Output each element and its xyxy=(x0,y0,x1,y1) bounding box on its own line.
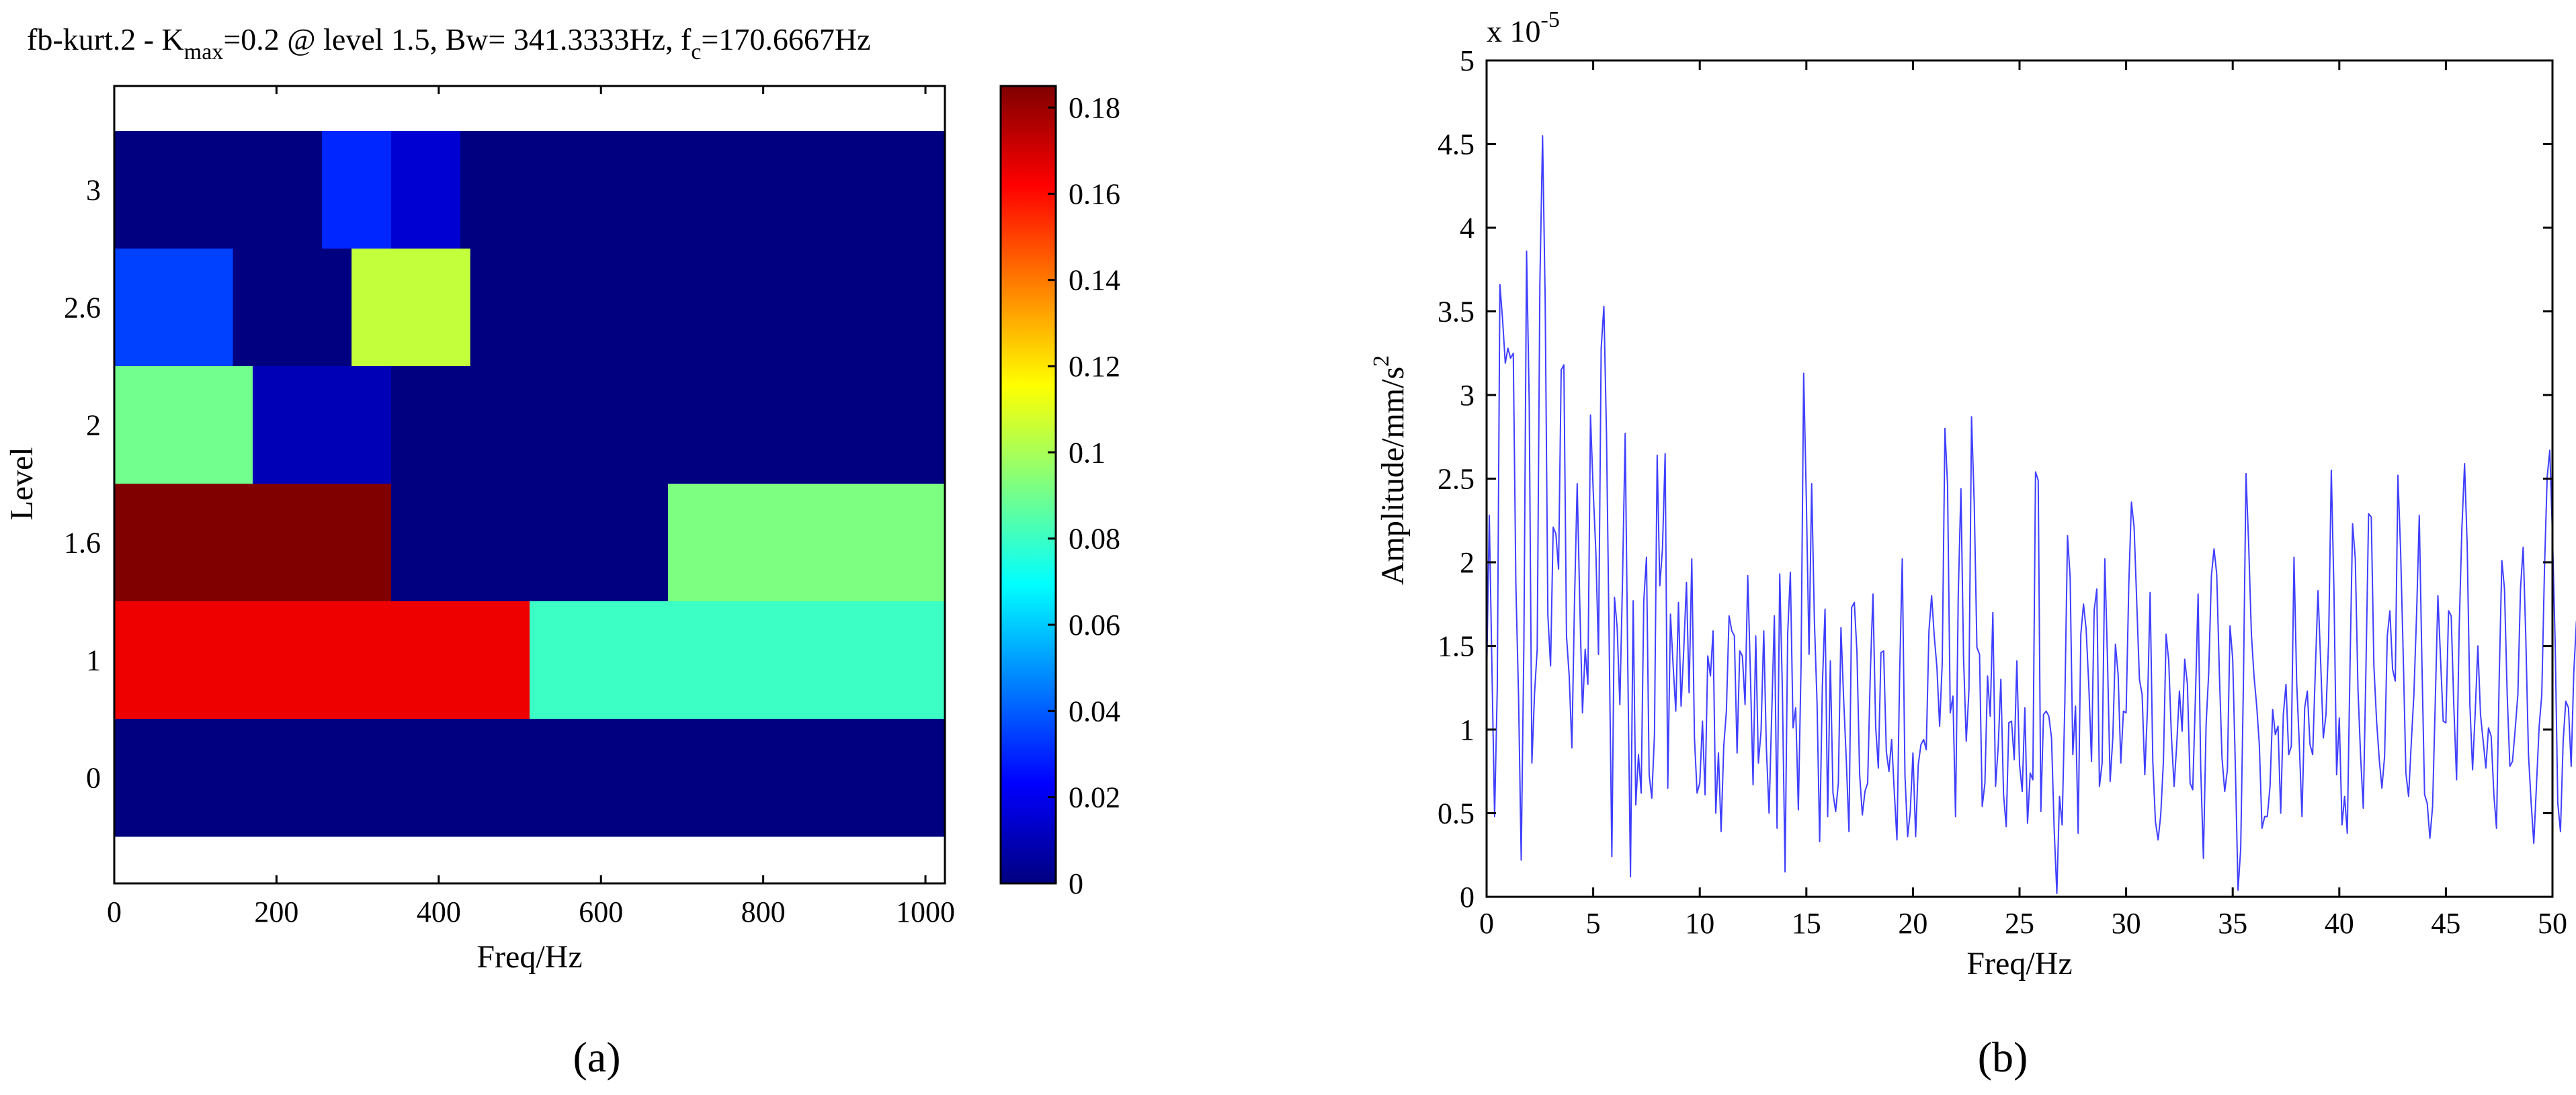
kurtogram-cell xyxy=(826,249,946,367)
kurtogram-y-tick-label: 2 xyxy=(86,409,101,442)
kurtogram-cell xyxy=(806,366,946,484)
kurtogram-cell xyxy=(530,366,669,484)
colorbar xyxy=(1001,86,1056,883)
spectrum-x-tick-label: 5 xyxy=(1586,907,1601,940)
kurtogram-y-tick-label: 1.6 xyxy=(64,527,101,560)
spectrum-x-tick-label: 35 xyxy=(2218,907,2247,940)
kurtogram-cell xyxy=(114,366,253,484)
colorbar-tick-label: 0.02 xyxy=(1069,781,1120,814)
kurtogram-cell xyxy=(589,249,708,367)
kurtogram-y-tick-label: 1 xyxy=(86,644,101,677)
colorbar-tick-label: 0.1 xyxy=(1069,436,1106,469)
kurtogram-cell xyxy=(233,249,352,367)
kurtogram-x-tick-label: 600 xyxy=(579,895,623,928)
colorbar-ticks: 0 0.02 0.04 0.06 0.08 0.1 0.12 0.14 0.16 0.18 xyxy=(1048,91,1120,900)
spectrum-y-tick-label: 0.5 xyxy=(1438,797,1474,830)
spectrum-series-line xyxy=(1486,135,2576,894)
colorbar-tick-label: 0 xyxy=(1069,867,1083,900)
kurtogram-x-tick-label: 200 xyxy=(254,895,298,928)
kurtogram-cell xyxy=(668,484,946,602)
colorbar-tick-label: 0.12 xyxy=(1069,350,1120,383)
colorbar-tick-label: 0.14 xyxy=(1069,264,1120,297)
spectrum-x-tick-label: 15 xyxy=(1792,907,1821,940)
kurtogram-cell xyxy=(668,131,738,249)
spectrum-x-tick-label: 45 xyxy=(2431,907,2460,940)
kurtogram-title: fb-kurt.2 - Kmax=0.2 @ level 1.5, Bw= 34… xyxy=(27,22,871,64)
spectrum-y-tick-label: 1.5 xyxy=(1438,630,1474,663)
kurtogram-cell xyxy=(599,131,669,249)
spectrum-x-tick-label: 25 xyxy=(2005,907,2034,940)
spectrum-x-tick-label: 40 xyxy=(2325,907,2354,940)
spectrum-x-ticks: 0 5 10 15 20 25 30 35 40 45 50 xyxy=(1479,60,2567,940)
spectrum-x-tick-label: 0 xyxy=(1479,907,1494,940)
kurtogram-cell xyxy=(391,366,530,484)
spectrum-y-tick-label: 0 xyxy=(1460,881,1474,914)
kurtogram-cell xyxy=(460,131,530,249)
spectrum-y-tick-label: 4 xyxy=(1460,212,1474,245)
kurtogram-cell xyxy=(668,366,807,484)
spectrum-x-tick-label: 20 xyxy=(1898,907,1927,940)
kurtogram-x-tick-label: 0 xyxy=(107,895,122,928)
spectrum-y-tick-label: 1 xyxy=(1460,713,1474,746)
spectrum-y-tick-label: 2 xyxy=(1460,546,1474,579)
colorbar-tick-label: 0.08 xyxy=(1069,523,1120,556)
colorbar-tick-label: 0.04 xyxy=(1069,695,1120,728)
spectrum-x-tick-label: 10 xyxy=(1685,907,1714,940)
kurtogram-cells xyxy=(114,131,946,837)
spectrum-y-label: Amplitude/mm/s2 xyxy=(1369,355,1411,585)
kurtogram-cell xyxy=(114,249,234,367)
kurtogram-cell xyxy=(707,249,827,367)
y-scale-factor: x 10-5 xyxy=(1487,7,1560,48)
kurtogram-y-label: Level xyxy=(4,447,40,520)
spectrum-x-tick-label: 50 xyxy=(2538,907,2567,940)
kurtogram-cell xyxy=(114,719,946,837)
kurtogram-cell xyxy=(391,131,461,249)
kurtogram-x-tick-label: 1000 xyxy=(896,895,955,928)
kurtogram-y-ticks: 3 2.6 2 1.6 1 0 xyxy=(64,174,101,795)
spectrum-y-tick-label: 2.5 xyxy=(1438,463,1474,496)
kurtogram-cell xyxy=(530,601,946,719)
kurtogram-x-ticks: 0 200 400 600 800 1000 xyxy=(107,86,955,928)
spectrum-panel: x 10-5 0 5 10 15 20 25 30 35 40 45 50 00.511.522.5… xyxy=(1369,7,2576,1081)
kurtogram-cell xyxy=(737,131,807,249)
kurtogram-y-tick-label: 0 xyxy=(86,762,101,795)
panel-label-a: (a) xyxy=(573,1033,620,1081)
spectrum-x-label: Freq/Hz xyxy=(1966,946,2072,981)
spectrum-x-tick-label: 30 xyxy=(2112,907,2141,940)
kurtogram-cell xyxy=(391,484,669,602)
kurtogram-cell xyxy=(114,484,392,602)
kurtogram-cell xyxy=(183,131,253,249)
colorbar-tick-label: 0.06 xyxy=(1069,609,1120,642)
colorbar-frame xyxy=(999,85,1057,885)
kurtogram-axes-box xyxy=(113,85,946,885)
kurtogram-cell xyxy=(114,601,530,719)
panel-label-b: (b) xyxy=(1978,1033,2028,1081)
kurtogram-panel: fb-kurt.2 - Kmax=0.2 @ level 1.5, Bw= 34… xyxy=(4,22,1120,1081)
kurtogram-cell xyxy=(806,131,876,249)
kurtogram-cell xyxy=(470,249,589,367)
colorbar-tick-label: 0.16 xyxy=(1069,177,1120,210)
kurtogram-x-tick-label: 400 xyxy=(417,895,461,928)
kurtogram-cell xyxy=(530,131,599,249)
kurtogram-cell xyxy=(114,131,184,249)
colorbar-tick-label: 0.18 xyxy=(1069,91,1120,124)
kurtogram-x-tick-label: 800 xyxy=(741,895,786,928)
kurtogram-y-tick-label: 3 xyxy=(86,174,101,207)
spectrum-y-tick-label: 3 xyxy=(1460,379,1474,412)
kurtogram-cell xyxy=(351,249,471,367)
spectrum-y-ticks: 0 0.5 1 1.5 2 2.5 3 3.5 4 4.5 5 xyxy=(1438,44,2552,914)
kurtogram-cell xyxy=(253,131,323,249)
kurtogram-cell xyxy=(876,131,946,249)
spectrum-y-tick-label: 4.5 xyxy=(1438,128,1474,161)
spectrum-y-tick-label: 3.5 xyxy=(1438,296,1474,328)
kurtogram-y-tick-label: 2.6 xyxy=(64,292,101,324)
kurtogram-cell xyxy=(253,366,392,484)
spectrum-y-tick-label: 5 xyxy=(1460,44,1474,77)
kurtogram-cell xyxy=(322,131,392,249)
kurtogram-x-label: Freq/Hz xyxy=(476,939,582,975)
